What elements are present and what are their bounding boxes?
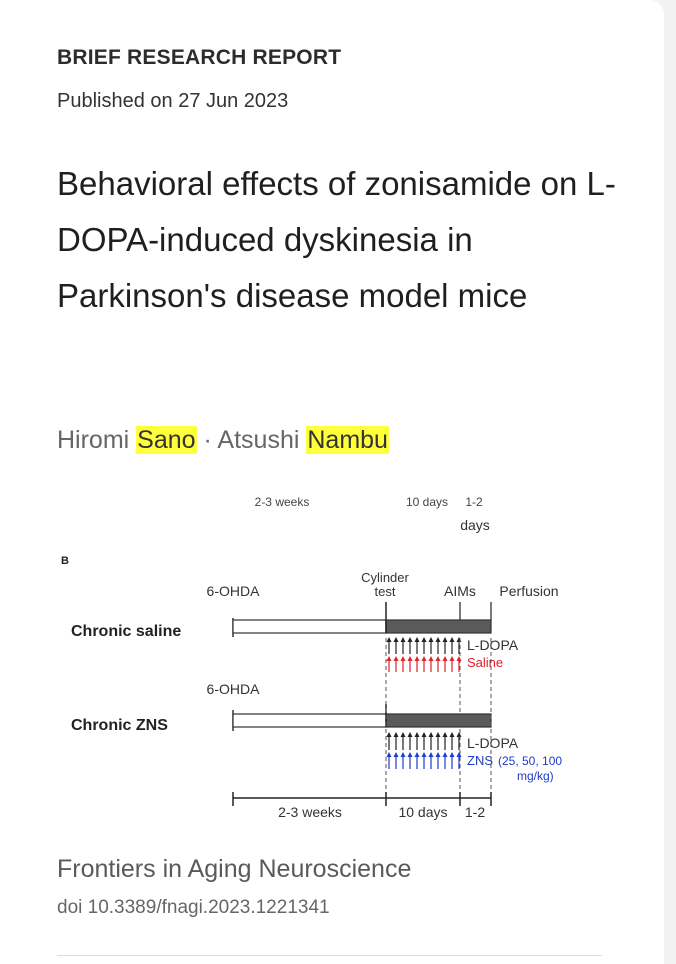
event-cylinder-line1: Cylinder bbox=[361, 570, 409, 585]
zns-ldopa-arrowhead bbox=[421, 732, 427, 737]
saline-drug-arrowhead bbox=[435, 656, 441, 661]
top-duration-days-unit: days bbox=[460, 517, 490, 533]
zns-ldopa-arrowhead bbox=[386, 732, 392, 737]
zns-ldopa-arrowhead bbox=[393, 732, 399, 737]
zns-ldopa-bar bbox=[385, 713, 492, 728]
event-cylinder-line2: test bbox=[375, 584, 396, 599]
publication-date: Published on 27 Jun 2023 bbox=[57, 90, 289, 112]
zns-ldopa-arrowhead bbox=[449, 732, 455, 737]
top-duration-12: 1-2 bbox=[465, 495, 483, 509]
zns-drug-arrowhead bbox=[393, 752, 399, 757]
zns-drug-arrowhead bbox=[428, 752, 434, 757]
zns-drug-arrowhead bbox=[421, 752, 427, 757]
zns-drug-arrowhead bbox=[435, 752, 441, 757]
saline-drug-arrowhead bbox=[407, 656, 413, 661]
saline-ldopa-arrowhead bbox=[435, 637, 441, 642]
saline-drug-arrowhead bbox=[428, 656, 434, 661]
zns-ldopa-arrowhead bbox=[428, 732, 434, 737]
doi-link[interactable]: doi 10.3389/fnagi.2023.1221341 bbox=[57, 897, 330, 918]
event-perfusion: Perfusion bbox=[499, 583, 558, 599]
author-list: Hiromi Sano · Atsushi Nambu bbox=[57, 426, 389, 455]
zns-drug-label: ZNS bbox=[467, 753, 493, 768]
zns-drug-arrowhead bbox=[442, 752, 448, 757]
zns-drug-arrowhead bbox=[449, 752, 455, 757]
bottom-duration-days: 10 days bbox=[398, 804, 447, 820]
saline-ldopa-arrowhead bbox=[449, 637, 455, 642]
journal-name[interactable]: Frontiers in Aging Neuroscience bbox=[57, 855, 412, 883]
event-aims: AIMs bbox=[444, 583, 476, 599]
saline-ldopa-arrowhead bbox=[421, 637, 427, 642]
bottom-duration-weeks: 2-3 weeks bbox=[278, 804, 342, 820]
zns-ldopa-arrowhead bbox=[414, 732, 420, 737]
zns-doses-line2: mg/kg) bbox=[517, 769, 554, 783]
zns-drug-arrowhead bbox=[400, 752, 406, 757]
zns-ldopa-arrowhead bbox=[400, 732, 406, 737]
zns-doses-line1: (25, 50, 100 bbox=[498, 754, 562, 768]
saline-ldopa-arrowhead bbox=[456, 637, 462, 642]
timeline-diagram: 2-3 weeks 10 days 1-2 days B 6-OHDA Cyli… bbox=[61, 495, 562, 820]
top-duration-days: 10 days bbox=[406, 495, 448, 509]
saline-drug-arrowhead bbox=[414, 656, 420, 661]
zns-drug-arrowhead bbox=[414, 752, 420, 757]
saline-drug-arrowhead bbox=[449, 656, 455, 661]
saline-ldopa-arrowhead bbox=[386, 637, 392, 642]
saline-drug-arrowhead bbox=[400, 656, 406, 661]
author-separator: · bbox=[203, 426, 212, 454]
article-figure[interactable]: 2-3 weeks 10 days 1-2 days B 6-OHDA Cyli… bbox=[57, 492, 612, 832]
article-type-label: BRIEF RESEARCH REPORT bbox=[57, 46, 342, 69]
zns-ldopa-label: L-DOPA bbox=[467, 735, 519, 751]
saline-drug-arrowhead bbox=[386, 656, 392, 661]
saline-ldopa-arrowhead bbox=[407, 637, 413, 642]
saline-ldopa-label: L-DOPA bbox=[467, 637, 519, 653]
saline-drug-arrowhead bbox=[456, 656, 462, 661]
author-2-last-highlight: Nambu bbox=[306, 426, 389, 454]
author-2[interactable]: Atsushi Nambu bbox=[217, 426, 389, 454]
article-title[interactable]: Behavioral effects of zonisamide on L-DO… bbox=[57, 165, 616, 314]
saline-drug-arrowhead bbox=[393, 656, 399, 661]
saline-ldopa-arrowhead bbox=[400, 637, 406, 642]
event-6ohda-1: 6-OHDA bbox=[207, 583, 261, 599]
saline-ldopa-arrowhead bbox=[442, 637, 448, 642]
author-1-last-highlight: Sano bbox=[136, 426, 197, 454]
zns-ldopa-arrowhead bbox=[435, 732, 441, 737]
top-duration-weeks: 2-3 weeks bbox=[255, 495, 310, 509]
author-1-first: Hiromi bbox=[57, 426, 130, 454]
saline-drug-arrowhead bbox=[442, 656, 448, 661]
saline-ldopa-arrowhead bbox=[393, 637, 399, 642]
zns-drug-arrowhead bbox=[386, 752, 392, 757]
panel-label: B bbox=[61, 555, 69, 567]
author-1[interactable]: Hiromi Sano bbox=[57, 426, 197, 454]
bottom-duration-12: 1-2 bbox=[465, 804, 485, 820]
group-zns-label: Chronic ZNS bbox=[71, 717, 168, 734]
event-6ohda-2: 6-OHDA bbox=[207, 681, 261, 697]
saline-ldopa-arrowhead bbox=[428, 637, 434, 642]
author-2-first: Atsushi bbox=[217, 426, 300, 454]
group-saline-label: Chronic saline bbox=[71, 623, 181, 640]
zns-ldopa-arrowhead bbox=[442, 732, 448, 737]
zns-drug-arrowhead bbox=[456, 752, 462, 757]
saline-ldopa-arrowhead bbox=[414, 637, 420, 642]
zns-ldopa-arrowhead bbox=[456, 732, 462, 737]
zns-ldopa-arrowhead bbox=[407, 732, 413, 737]
divider bbox=[57, 955, 602, 956]
saline-drug-label: Saline bbox=[467, 655, 503, 670]
zns-drug-arrowhead bbox=[407, 752, 413, 757]
saline-drug-arrowhead bbox=[421, 656, 427, 661]
saline-ldopa-bar bbox=[385, 619, 492, 634]
